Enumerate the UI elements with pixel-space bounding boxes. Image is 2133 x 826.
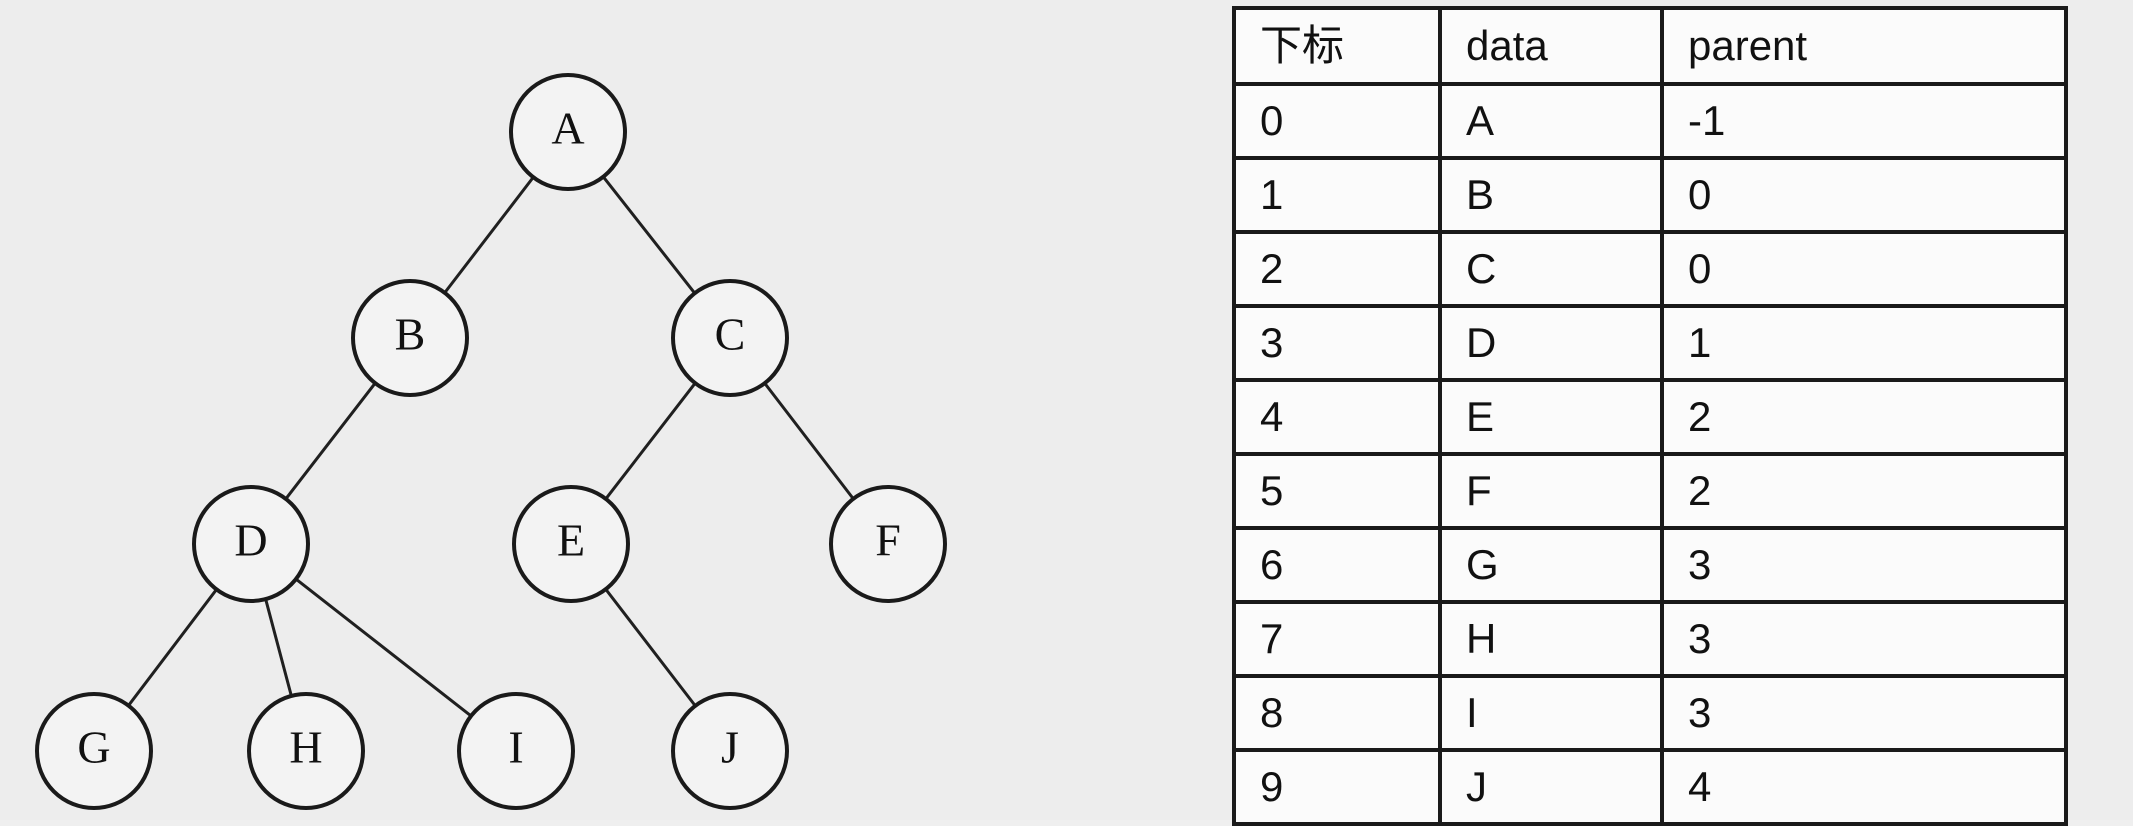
column-header-data: data	[1438, 6, 1664, 86]
index-cell: 6	[1232, 526, 1442, 604]
parent-cell: 3	[1660, 674, 2068, 752]
tree-node-A: A	[509, 73, 627, 191]
node-circle-E	[512, 485, 630, 603]
parent-cell: 2	[1660, 378, 2068, 456]
tree-node-D: D	[192, 485, 310, 603]
node-circle-I	[457, 692, 575, 810]
index-cell: 2	[1232, 230, 1442, 308]
table-row: 8 I 3	[1232, 674, 2068, 752]
tree-node-E: E	[512, 485, 630, 603]
parent-cell: 0	[1660, 230, 2068, 308]
parent-cell: -1	[1660, 82, 2068, 160]
edge-B-D	[283, 380, 378, 502]
index-cell: 4	[1232, 378, 1442, 456]
tree-node-B: B	[351, 279, 469, 397]
table-row: 9 J 4	[1232, 748, 2068, 826]
table-row: 5 F 2	[1232, 452, 2068, 530]
tree-node-F: F	[829, 485, 947, 603]
edge-C-E	[603, 380, 698, 502]
tree-node-J: J	[671, 692, 789, 810]
table-row: 0 A -1	[1232, 82, 2068, 160]
parent-array-table: 下标 data parent 0 A -1 1 B 0 2 C	[1232, 6, 2068, 826]
edge-E-J	[603, 586, 698, 709]
header-row: 下标 data parent	[1232, 6, 2068, 86]
column-header-parent: parent	[1660, 6, 2068, 86]
tree-node-I: I	[457, 692, 575, 810]
node-label-I: I	[508, 722, 523, 773]
data-cell: J	[1438, 748, 1664, 826]
tree-edges	[125, 173, 857, 719]
index-cell: 1	[1232, 156, 1442, 234]
table-row: 7 H 3	[1232, 600, 2068, 678]
parent-cell: 4	[1660, 748, 2068, 826]
node-circle-D	[192, 485, 310, 603]
data-cell: I	[1438, 674, 1664, 752]
edge-D-H	[263, 595, 294, 700]
node-label-C: C	[715, 309, 746, 360]
tree-nodes: A B C D E F G H I J	[35, 73, 947, 810]
parent-cell: 3	[1660, 526, 2068, 604]
node-circle-G	[35, 692, 153, 810]
node-label-G: G	[77, 722, 110, 773]
node-circle-F	[829, 485, 947, 603]
index-cell: 9	[1232, 748, 1442, 826]
node-label-H: H	[289, 722, 322, 773]
edge-D-G	[125, 586, 220, 709]
node-label-J: J	[721, 722, 739, 773]
tree-diagram: A B C D E F G H I J	[35, 73, 947, 810]
node-circle-B	[351, 279, 469, 397]
table-row: 3 D 1	[1232, 304, 2068, 382]
node-label-E: E	[557, 515, 585, 566]
table-row: 2 C 0	[1232, 230, 2068, 308]
table-body: 0 A -1 1 B 0 2 C 0 3 D 1	[1232, 82, 2068, 826]
index-cell: 5	[1232, 452, 1442, 530]
node-circle-J	[671, 692, 789, 810]
data-cell: A	[1438, 82, 1664, 160]
tree-svg: A B C D E F G H I J	[35, 73, 947, 810]
edge-D-I	[292, 576, 475, 719]
node-label-D: D	[234, 515, 267, 566]
data-cell: H	[1438, 600, 1664, 678]
edge-C-F	[761, 380, 857, 502]
parent-cell: 2	[1660, 452, 2068, 530]
parent-cell: 0	[1660, 156, 2068, 234]
node-circle-H	[247, 692, 365, 810]
node-label-F: F	[875, 515, 901, 566]
parent-cell: 1	[1660, 304, 2068, 382]
column-header-index: 下标	[1232, 6, 1442, 86]
table-row: 6 G 3	[1232, 526, 2068, 604]
index-cell: 7	[1232, 600, 1442, 678]
edge-A-B	[441, 174, 537, 296]
tree-node-C: C	[671, 279, 789, 397]
data-cell: B	[1438, 156, 1664, 234]
index-cell: 0	[1232, 82, 1442, 160]
parent-table: 下标 data parent 0 A -1 1 B 0 2 C	[1232, 6, 2068, 826]
tree-node-H: H	[247, 692, 365, 810]
index-cell: 8	[1232, 674, 1442, 752]
parent-cell: 3	[1660, 600, 2068, 678]
node-circle-C	[671, 279, 789, 397]
data-cell: E	[1438, 378, 1664, 456]
tree-node-G: G	[35, 692, 153, 810]
node-circle-A	[509, 73, 627, 191]
data-cell: D	[1438, 304, 1664, 382]
data-cell: G	[1438, 526, 1664, 604]
edge-A-C	[600, 173, 698, 297]
data-cell: C	[1438, 230, 1664, 308]
table-header: 下标 data parent	[1232, 6, 2068, 86]
node-label-A: A	[551, 103, 584, 154]
data-cell: F	[1438, 452, 1664, 530]
table-row: 1 B 0	[1232, 156, 2068, 234]
index-cell: 3	[1232, 304, 1442, 382]
node-label-B: B	[395, 309, 426, 360]
table-row: 4 E 2	[1232, 378, 2068, 456]
